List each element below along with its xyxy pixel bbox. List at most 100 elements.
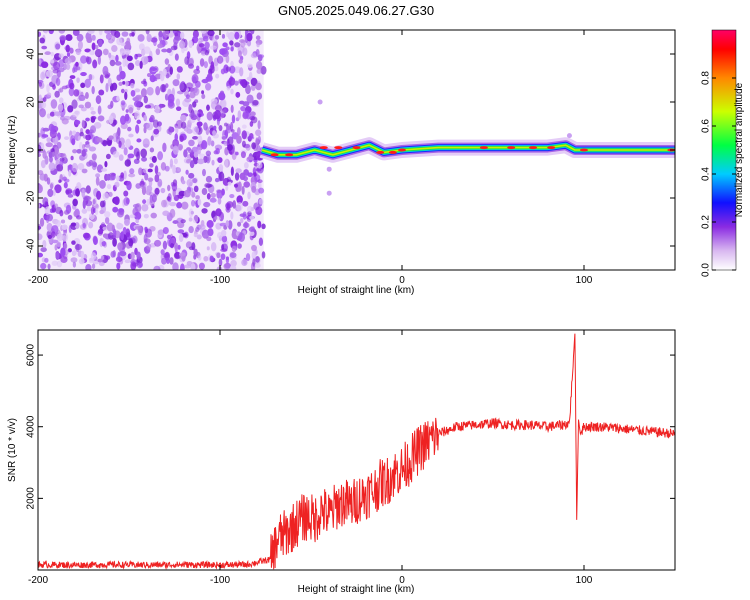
noise-speckle [214,34,220,40]
noise-speckle [62,176,67,182]
noise-speckle [126,55,133,62]
spectrogram-ytick-label: 0 [26,147,37,153]
noise-speckle [66,52,71,57]
noise-speckle [59,158,64,167]
noise-speckle [120,88,125,94]
noise-speckle [227,136,234,146]
noise-speckle [69,82,75,90]
noise-speckle [65,44,70,53]
noise-speckle [136,138,142,143]
noise-speckle [241,185,245,195]
noise-speckle [38,132,41,138]
noise-speckle [146,198,151,206]
noise-speckle [207,30,215,37]
noise-speckle [94,48,103,58]
noise-speckle [201,46,207,52]
noise-speckle [60,247,66,257]
noise-speckle [216,189,222,194]
noise-speckle [143,95,149,104]
noise-speckle [128,133,134,138]
noise-speckle [166,258,170,264]
spectrogram-ytick-label: 40 [26,48,37,60]
noise-speckle [89,129,94,134]
noise-speckle [117,242,123,251]
noise-speckle [122,58,127,68]
noise-speckle [95,95,102,105]
noise-speckle [225,185,229,191]
noise-speckle [96,190,102,200]
noise-speckle [90,117,96,123]
track-peak [507,146,516,150]
snr-xtick-label: 100 [576,575,593,586]
noise-speckle [180,121,187,129]
noise-speckle [64,57,72,65]
track-peak [547,146,556,150]
noise-speckle [230,166,234,176]
noise-speckle [154,239,162,247]
noise-speckle [175,98,181,107]
noise-speckle [237,110,242,120]
noise-speckle [172,220,179,225]
noise-speckle [179,82,185,91]
noise-speckle [86,161,92,167]
noise-speckle [68,169,72,177]
noise-speckle [144,104,152,109]
noise-speckle [221,235,228,243]
noise-speckle [166,48,172,54]
noise-speckle [196,146,202,155]
noise-speckle [153,265,161,270]
noise-speckle [82,232,90,239]
noise-speckle [47,188,54,198]
noise-speckle [139,60,143,69]
noise-speckle [52,84,56,90]
noise-speckle [81,150,87,157]
noise-speckle [187,63,195,69]
noise-speckle [101,168,108,172]
noise-speckle [112,228,117,238]
noise-speckle [237,243,242,249]
track-peak [580,148,588,152]
noise-speckle [236,127,241,136]
noise-speckle [169,158,174,168]
noise-speckle [47,263,51,270]
noise-speckle [77,40,83,50]
noise-speckle [193,214,199,222]
noise-speckle [53,111,62,117]
noise-speckle [38,225,42,230]
noise-speckle [261,251,266,259]
noise-speckle [164,58,170,65]
noise-speckle [46,83,50,93]
noise-speckle [72,198,78,207]
noise-speckle [80,82,86,89]
noise-speckle [175,106,182,111]
noise-speckle [81,208,88,214]
noise-speckle [123,218,130,226]
noise-speckle [255,35,261,41]
noise-speckle [260,65,267,75]
noise-speckle [97,258,103,263]
noise-speckle [102,140,108,147]
noise-speckle [240,105,246,112]
track-spur [317,99,323,105]
noise-speckle [135,94,143,100]
noise-speckle [188,172,195,179]
noise-speckle [99,238,104,242]
noise-speckle [185,94,190,99]
noise-speckle [61,224,68,230]
noise-speckle [75,61,79,67]
noise-speckle [142,138,150,148]
noise-speckle [84,48,91,53]
noise-speckle [187,149,194,154]
noise-speckle [229,40,234,46]
noise-speckle [40,71,46,81]
noise-speckle [203,201,211,208]
noise-speckle [71,130,77,135]
noise-speckle [124,91,128,100]
noise-speckle [220,253,226,261]
noise-speckle [180,263,185,270]
noise-speckle [91,34,96,41]
noise-speckle [59,87,64,93]
noise-speckle [162,210,170,217]
noise-speckle [95,173,101,178]
noise-speckle [146,33,152,43]
